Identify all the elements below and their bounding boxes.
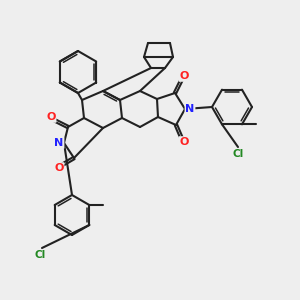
Text: O: O (179, 71, 189, 81)
Text: N: N (54, 138, 64, 148)
Text: O: O (54, 163, 64, 173)
Text: O: O (179, 137, 189, 147)
Text: O: O (46, 112, 56, 122)
Text: Cl: Cl (232, 149, 244, 159)
Text: Cl: Cl (34, 250, 46, 260)
Text: N: N (185, 104, 195, 114)
